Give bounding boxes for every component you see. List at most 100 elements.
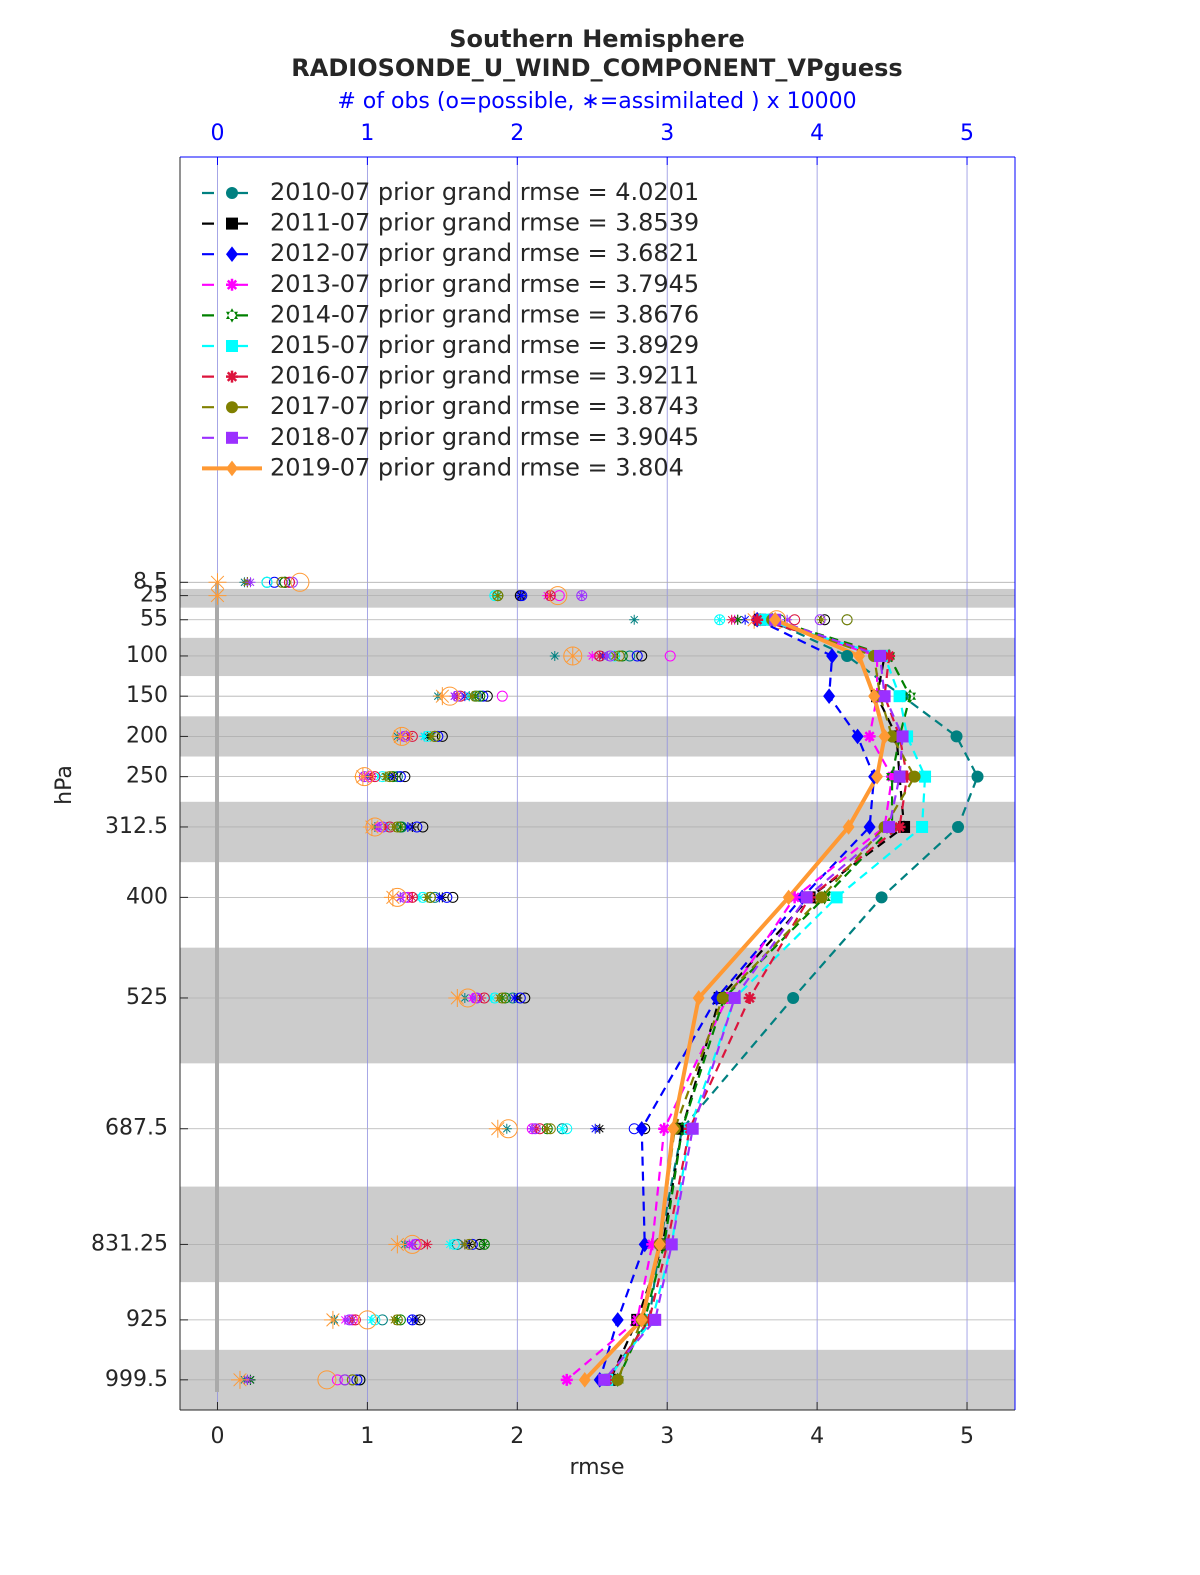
y-tick-label: 831.25 [91, 1231, 168, 1256]
obs-possible [436, 730, 448, 742]
obs-assimilated [448, 988, 467, 1007]
obs-assimilated [419, 731, 430, 742]
obs-assimilated [422, 1239, 433, 1250]
marker [919, 770, 932, 783]
marker [878, 690, 891, 703]
level-band [180, 801, 1015, 863]
obs-assimilated [516, 590, 527, 601]
obs-assimilated [476, 992, 487, 1003]
obs-possible [631, 650, 643, 662]
obs-assimilated [433, 687, 452, 706]
y-tick-label: 100 [126, 643, 168, 668]
obs-assimilated [545, 590, 556, 601]
obs-assimilated [732, 614, 743, 625]
marker [769, 611, 782, 628]
y-tick-label: 8.5 [133, 569, 168, 594]
obs-possible [331, 1374, 343, 1386]
marker [578, 1372, 591, 1388]
obs-assimilated [383, 888, 402, 907]
marker [886, 730, 899, 743]
marker [728, 991, 741, 1004]
obs-possible [548, 586, 568, 606]
marker [863, 819, 876, 835]
legend-marker [226, 460, 238, 477]
y-tick-label: 400 [126, 884, 168, 909]
legend: 2010-07 prior grand rmse = 4.0201 2011-07… [202, 178, 699, 481]
y-axis-label: hPa [52, 765, 77, 805]
grid [180, 157, 1015, 1410]
obs-assimilated [389, 1314, 400, 1325]
obs-assimilated [590, 1123, 601, 1134]
obs-assimilated [391, 727, 410, 746]
obs-assimilated [542, 1123, 553, 1134]
obs-markers [208, 572, 853, 1390]
x2-tick-label: 4 [810, 121, 824, 146]
marker [635, 1120, 648, 1137]
y-tick-label: 150 [126, 683, 168, 708]
obs-assimilated [395, 821, 406, 832]
marker [830, 891, 843, 904]
obs-assimilated [323, 1310, 342, 1329]
legend-label: 2012-07 prior grand rmse = 3.6821 [270, 239, 699, 267]
obs-assimilated [422, 892, 433, 903]
level-band [180, 588, 1015, 608]
obs-assimilated [353, 767, 372, 786]
obs-assimilated [563, 646, 582, 665]
series-line [598, 618, 876, 1381]
x2-axis-label: # of obs (o=possible, ∗=assimilated ) x … [337, 89, 856, 114]
marker [878, 728, 891, 745]
marker [971, 770, 984, 783]
obs-assimilated [388, 1235, 407, 1254]
marker [908, 770, 921, 783]
marker [904, 688, 917, 704]
marker [658, 1122, 671, 1135]
obs-assimilated [494, 992, 505, 1003]
obs-assimilated [426, 731, 437, 742]
obs-possible [339, 1374, 351, 1386]
marker [863, 730, 876, 743]
marker [851, 728, 864, 745]
marker [893, 820, 906, 833]
marker [952, 820, 965, 833]
legend-marker [226, 278, 238, 291]
obs-assimilated [488, 1119, 507, 1138]
obs-assimilated [479, 1239, 490, 1250]
obs-possible [346, 1374, 358, 1386]
obs-assimilated [576, 590, 587, 601]
legend-label: 2014-07 prior grand rmse = 3.8676 [270, 300, 699, 328]
marker [853, 648, 866, 664]
legend-marker [226, 217, 238, 230]
level-band [180, 947, 1015, 1064]
marker [916, 820, 929, 833]
y-tick-label: 525 [126, 985, 168, 1010]
chart-title: Southern Hemisphere [449, 25, 745, 53]
obs-assimilated [208, 573, 227, 592]
obs-assimilated [407, 1239, 418, 1250]
marker [901, 770, 914, 783]
marker [841, 649, 854, 662]
obs-assimilated [362, 817, 381, 836]
obs-assimilated [609, 650, 620, 661]
obs-assimilated [407, 1314, 418, 1325]
marker [950, 730, 963, 743]
obs-assimilated [557, 1123, 568, 1134]
legend-marker [226, 431, 238, 444]
y-tick-label: 25 [140, 583, 168, 608]
obs-assimilated [380, 771, 391, 782]
obs-possible [447, 891, 459, 903]
marker [653, 1236, 666, 1253]
marker [560, 1373, 573, 1386]
obs-possible [354, 1374, 366, 1386]
marker [751, 613, 764, 626]
marker [686, 1122, 699, 1135]
obs-assimilated [629, 614, 640, 625]
obs-possible [481, 690, 493, 702]
series-line [616, 618, 912, 1381]
x2-tick-label: 2 [510, 121, 524, 146]
marker [665, 1238, 678, 1251]
marker [716, 991, 729, 1004]
obs-assimilated [492, 590, 503, 601]
